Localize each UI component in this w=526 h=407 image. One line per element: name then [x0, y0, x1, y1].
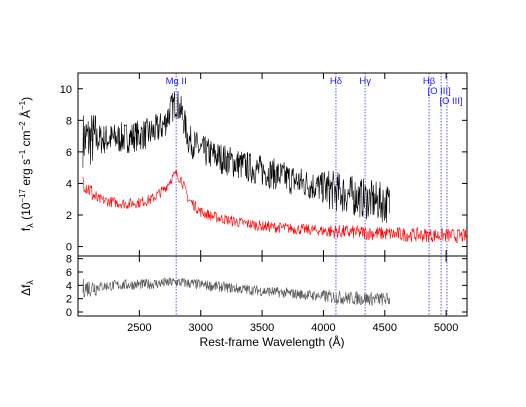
bottom-series-group [82, 277, 390, 307]
top-ytick-label-0: 0 [66, 242, 72, 254]
xtick-label-0: 2500 [127, 322, 151, 334]
top-panel: Mg II Hδ Hγ Hβ[O III][O III] 0 2 4 6 8 10 fλ (10… [18, 72, 468, 257]
emission-line-label-4: [O III] [427, 86, 450, 97]
top-series-1 [82, 169, 468, 244]
bottom-plot-frame [77, 255, 468, 317]
emission-line-label-2: Hγ [359, 76, 371, 87]
bottom-panel: 02 468 2500 3000 3500 4000 4500 5000 Δfλ Rest-… [19, 254, 468, 349]
bot-ytick-label-0: 0 [66, 307, 72, 319]
top-y-ticks: 0 2 4 6 8 10 [60, 84, 467, 254]
bot-ytick-label-1: 2 [66, 294, 72, 306]
top-series-0 [82, 91, 390, 224]
top-ytick-label-3: 6 [66, 147, 72, 159]
bottom-y-ticks: 02 468 [66, 254, 467, 319]
xtick-label-5: 5000 [434, 322, 458, 334]
top-ytick-label-4: 8 [66, 115, 72, 127]
emission-line-label-1: Hδ [330, 76, 342, 87]
bottom-x-ticks: 2500 3000 3500 4000 4500 5000 [127, 256, 458, 334]
bottom-y-axis-label: Δfλ [19, 280, 35, 296]
emission-line-label-0: Mg II [166, 76, 187, 87]
emission-line-label-5: [O III] [439, 96, 462, 107]
xtick-label-2: 3500 [250, 322, 274, 334]
top-ytick-label-1: 2 [66, 210, 72, 222]
top-series-group [82, 91, 468, 244]
xtick-label-3: 4000 [311, 322, 335, 334]
x-axis-label: Rest-frame Wavelength (Å) [200, 334, 345, 349]
top-ytick-label-5: 10 [60, 84, 72, 96]
bot-ytick-label-2: 4 [66, 280, 72, 292]
top-ytick-label-2: 4 [66, 178, 72, 190]
xtick-label-1: 3000 [188, 322, 212, 334]
emission-line-label-3: Hβ [423, 76, 436, 87]
top-y-axis-label: fλ (10−17 erg s−1 cm−2 Å−1) [18, 97, 35, 231]
xtick-label-4: 4500 [373, 322, 397, 334]
bot-ytick-label-3: 6 [66, 267, 72, 279]
bot-ytick-label-4: 8 [66, 254, 72, 266]
top-x-ticks [138, 73, 447, 256]
top-emission-lines: Mg II Hδ Hγ Hβ[O III][O III] [166, 73, 463, 256]
bottom-emission-lines [175, 256, 448, 316]
bot-series-0 [82, 277, 390, 307]
